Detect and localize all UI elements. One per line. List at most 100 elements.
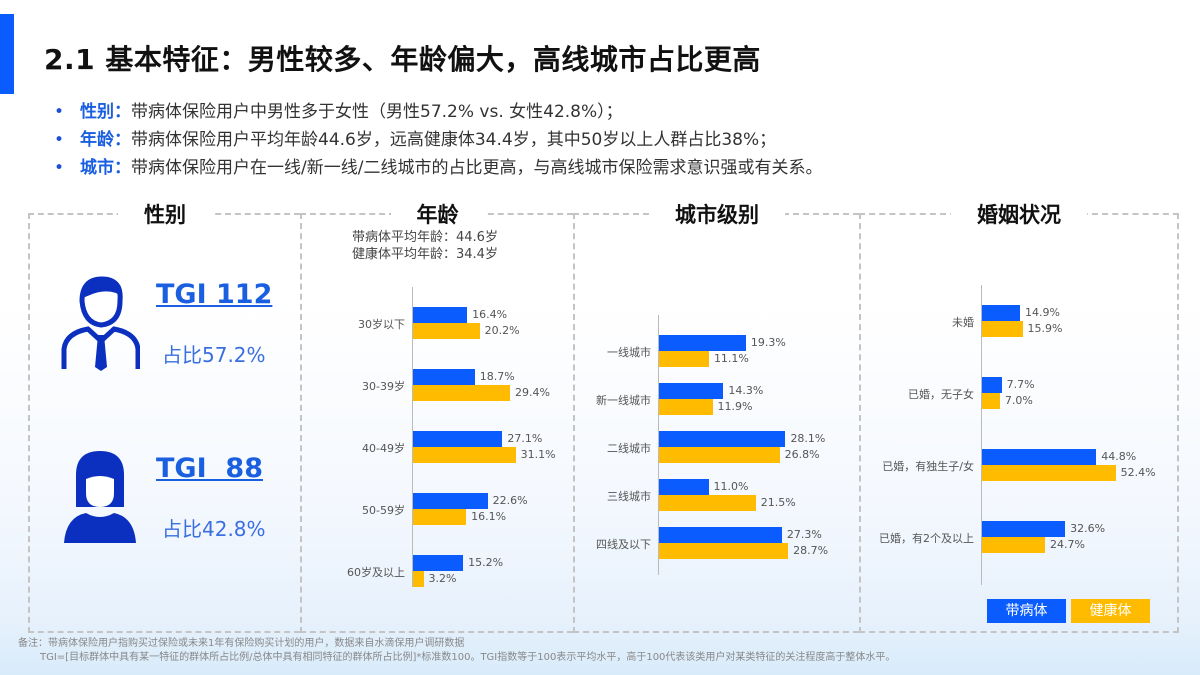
chart-axis [658, 315, 659, 575]
bar-healthy [982, 537, 1045, 553]
panel-title: 婚姻状况 [951, 199, 1087, 229]
bar-healthy [413, 447, 516, 463]
value-label: 16.4% [472, 308, 508, 321]
category-label: 30岁以下 [358, 318, 405, 331]
marital-panel: 婚姻状况 未婚 14.9% 15.9% 已婚，无子女 7.7% 7.0% 已婚，有独生子/女… [859, 199, 1179, 633]
bar-disease [982, 449, 1097, 465]
bar-healthy [413, 323, 480, 339]
bar-disease [659, 335, 746, 351]
value-label: 14.9% [1024, 306, 1060, 319]
category-label: 三线城市 [607, 490, 651, 503]
summary-bullets: 性别：带病体保险用户中男性多于女性（男性57.2% vs. 女性42.8%）； … [54, 98, 822, 182]
value-label: 29.4% [515, 386, 550, 399]
bar-disease [659, 431, 786, 447]
category-label: 未婚 [952, 316, 974, 329]
value-label: 11.9% [717, 400, 753, 413]
category-label: 60岁及以上 [347, 566, 405, 579]
chart-axis [981, 285, 982, 585]
value-label: 7.7% [1006, 378, 1035, 391]
category-label: 已婚，无子女 [908, 388, 974, 401]
value-label: 11.0% [713, 480, 749, 493]
male-stat: TGI 112 占比57.2% [60, 271, 300, 381]
bullet-city: 城市：带病体保险用户在一线/新一线/二线城市的占比更高，与高线城市保险需求意识强… [54, 154, 822, 182]
bar-disease [413, 369, 475, 385]
value-label: 24.7% [1049, 538, 1085, 551]
chart-axis [412, 287, 413, 587]
male-share: 占比57.2% [162, 343, 266, 367]
bar-disease [413, 431, 503, 447]
bar-healthy [659, 399, 713, 415]
panel-title: 城市级别 [649, 199, 785, 229]
value-label: 11.1% [713, 352, 749, 365]
value-label: 26.8% [784, 448, 820, 461]
value-label: 27.3% [786, 528, 822, 541]
female-tgi: TGI 88 [156, 453, 263, 484]
category-label: 30-39岁 [362, 380, 405, 393]
marital-bar-chart: 未婚 14.9% 15.9% 已婚，无子女 7.7% 7.0% 已婚，有独生子/女 44.8%… [879, 285, 1156, 585]
value-label: 7.0% [1004, 394, 1033, 407]
bar-disease [659, 479, 709, 495]
value-label: 22.6% [492, 494, 528, 507]
panel-title: 性别 [118, 199, 212, 229]
category-label: 一线城市 [607, 346, 651, 359]
page-title: 2.1 基本特征：男性较多、年龄偏大，高线城市占比更高 [44, 43, 761, 76]
category-label: 四线及以下 [596, 538, 651, 551]
bar-healthy [982, 465, 1116, 481]
average-age: 带病体平均年龄：44.6岁 健康体平均年龄：34.4岁 [352, 230, 498, 262]
bar-disease [982, 305, 1020, 321]
category-label: 50-59岁 [362, 504, 405, 517]
value-label: 21.5% [760, 496, 796, 509]
value-label: 20.2% [484, 324, 520, 337]
bar-healthy [659, 351, 709, 367]
category-label: 已婚，有2个及以上 [879, 532, 974, 545]
city-panel: 城市级别 一线城市 19.3% 11.1% 新一线城市 14.3% 11.9% 二线城市 28… [573, 199, 859, 633]
value-label: 31.1% [520, 448, 556, 461]
value-label: 19.3% [750, 336, 786, 349]
city-bar-chart: 一线城市 19.3% 11.1% 新一线城市 14.3% 11.9% 二线城市 28.1% 26… [596, 315, 828, 575]
value-label: 16.1% [471, 510, 507, 523]
bar-healthy [659, 543, 789, 559]
value-label: 14.3% [728, 384, 764, 397]
bullet-gender: 性别：带病体保险用户中男性多于女性（男性57.2% vs. 女性42.8%）； [54, 98, 822, 126]
female-stat: TGI 88 占比42.8% [60, 445, 300, 555]
age-panel: 年龄 带病体平均年龄：44.6岁 健康体平均年龄：34.4岁 30岁以下 16.4… [300, 199, 573, 633]
bar-disease [982, 521, 1066, 537]
value-label: 32.6% [1070, 522, 1106, 535]
bar-disease [413, 307, 468, 323]
female-person-icon [64, 451, 136, 543]
bar-disease [659, 527, 782, 543]
value-label: 28.1% [790, 432, 826, 445]
value-label: 15.2% [468, 556, 504, 569]
female-share: 占比42.8% [162, 517, 266, 541]
value-label: 52.4% [1120, 466, 1156, 479]
male-person-icon [61, 276, 140, 371]
title-accent-bar [0, 14, 14, 94]
age-bar-chart: 30岁以下 16.4% 20.2% 30-39岁 18.7% 29.4% 40-49岁 27.… [347, 287, 556, 587]
bar-healthy [413, 385, 511, 401]
gender-panel: 性别 TGI 112 占比57.2% TGI 88 占比42.8% [28, 199, 300, 633]
value-label: 18.7% [479, 370, 515, 383]
value-label: 3.2% [428, 572, 457, 585]
bar-disease [659, 383, 724, 399]
category-label: 二线城市 [607, 442, 651, 455]
category-label: 40-49岁 [362, 442, 405, 455]
bar-healthy [659, 447, 780, 463]
footnote: 备注：带病体保险用户指购买过保险或未来1年有保险购买计划的用户，数据来自水滴保用… [18, 638, 896, 663]
value-label: 28.7% [793, 544, 829, 557]
bar-healthy [413, 571, 424, 587]
category-label: 已婚，有独生子/女 [882, 460, 974, 473]
panel-title: 年龄 [390, 199, 485, 229]
legend-disease: 带病体 [987, 599, 1066, 623]
bar-healthy [659, 495, 756, 511]
chart-legend: 带病体 健康体 [987, 599, 1150, 623]
value-label: 27.1% [507, 432, 543, 445]
category-label: 新一线城市 [596, 394, 651, 407]
bar-disease [982, 377, 1002, 393]
bar-healthy [982, 393, 1000, 409]
bar-disease [413, 493, 488, 509]
bar-disease [413, 555, 464, 571]
legend-healthy: 健康体 [1071, 599, 1150, 623]
bullet-age: 年龄：带病体保险用户平均年龄44.6岁，远高健康体34.4岁，其中50岁以上人群… [54, 126, 822, 154]
value-label: 15.9% [1027, 322, 1063, 335]
bar-healthy [413, 509, 467, 525]
